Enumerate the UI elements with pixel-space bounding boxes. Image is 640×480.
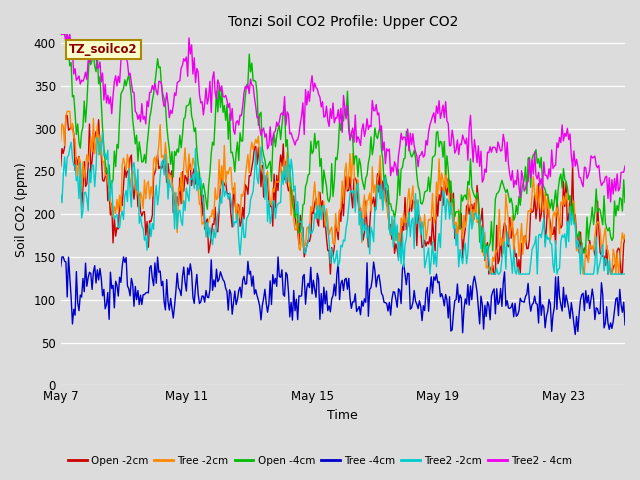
Title: Tonzi Soil CO2 Profile: Upper CO2: Tonzi Soil CO2 Profile: Upper CO2	[228, 15, 458, 29]
Legend: Open -2cm, Tree -2cm, Open -4cm, Tree -4cm, Tree2 -2cm, Tree2 - 4cm: Open -2cm, Tree -2cm, Open -4cm, Tree -4…	[63, 452, 577, 470]
Text: TZ_soilco2: TZ_soilco2	[69, 43, 138, 56]
Y-axis label: Soil CO2 (ppm): Soil CO2 (ppm)	[15, 163, 28, 257]
X-axis label: Time: Time	[328, 409, 358, 422]
